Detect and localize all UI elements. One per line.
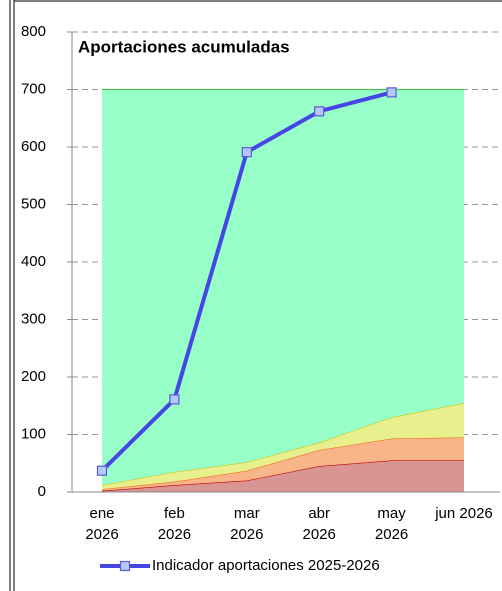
y-tick-label: 500 [21,195,46,212]
y-tick-label: 600 [21,138,46,155]
y-tick-label: 800 [21,23,46,40]
area [102,402,464,490]
area [102,437,464,491]
x-tick-label: feb 2026 [157,505,192,543]
y-tick-label: 0 [38,483,46,500]
x-tick-label: mar 2026 [230,505,264,543]
y-tick-label: 100 [21,425,46,442]
x-tick-label: may 2026 [374,505,409,543]
marker [241,147,252,158]
marker [386,87,397,98]
y-tick-label: 400 [21,253,46,270]
marker [314,106,325,117]
x-tick-label: abr 2026 [302,505,336,543]
y-tick-label: 700 [21,80,46,97]
marker [96,465,108,476]
plot [67,31,500,493]
area [102,89,464,486]
y-tick-label: 300 [21,310,46,327]
chart-title: Aportaciones acumuladas [78,37,290,56]
y-tick-label: 200 [21,368,46,385]
legend-marker [119,560,131,572]
x-tick-label: jun 2026 [435,505,493,522]
legend-label: Indicador aportaciones 2025-2026 [152,557,380,574]
x-tick-label: ene 2026 [85,505,119,543]
marker [169,394,180,405]
